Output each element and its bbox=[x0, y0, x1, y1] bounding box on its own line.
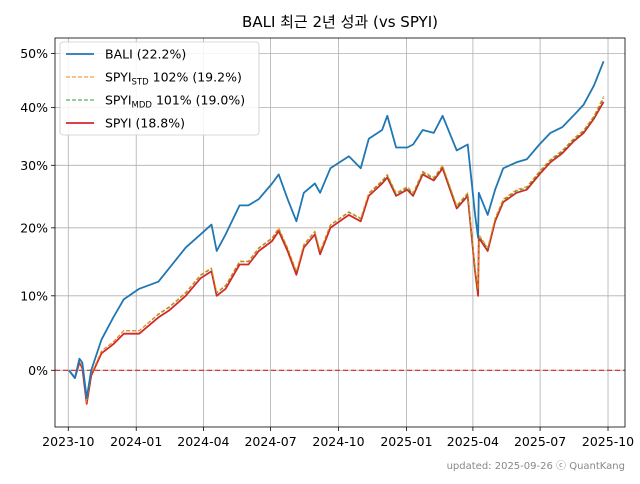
x-tick-label: 2025-10 bbox=[582, 434, 634, 449]
x-tick-label: 2024-07 bbox=[244, 434, 296, 449]
x-tick-label: 2023-10 bbox=[42, 434, 94, 449]
series-line-0 bbox=[68, 60, 605, 400]
legend-label-3: SPYI (18.8%) bbox=[105, 116, 185, 131]
chart-title: BALI 최근 2년 성과 (vs SPYI) bbox=[242, 13, 438, 31]
legend-label-2: SPYIMDD 101% (19.0%) bbox=[105, 93, 245, 111]
footer-note: updated: 2025-09-26 ⓒ QuantKang bbox=[447, 460, 625, 472]
x-axis: 2023-10 2024-01 2024-04 2024-07 2024-10 2025-… bbox=[42, 427, 634, 449]
legend-label-1: SPYISTD 102% (19.2%) bbox=[105, 70, 242, 88]
legend-label-0: BALI (22.2%) bbox=[105, 47, 186, 62]
x-tick-label: 2025-04 bbox=[447, 434, 499, 449]
series-line-1 bbox=[68, 96, 605, 403]
series-line-3 bbox=[68, 101, 605, 405]
series-lines bbox=[68, 60, 605, 405]
y-axis: 0% 10% 20% 30% 40% 50% bbox=[20, 46, 55, 378]
y-tick-label: 40% bbox=[20, 100, 48, 115]
x-tick-label: 2025-07 bbox=[514, 434, 566, 449]
y-tick-label: 0% bbox=[28, 363, 48, 378]
plot-frame bbox=[54, 37, 626, 428]
y-tick-label: 10% bbox=[20, 288, 48, 303]
y-tick-label: 50% bbox=[20, 46, 48, 61]
x-tick-label: 2024-10 bbox=[312, 434, 364, 449]
y-tick-label: 30% bbox=[20, 158, 48, 173]
x-tick-label: 2024-04 bbox=[177, 434, 229, 449]
x-tick-label: 2025-01 bbox=[380, 434, 432, 449]
legend-box bbox=[59, 41, 260, 136]
legend: BALI (22.2%) SPYISTD 102% (19.2%) SPYIMDD … bbox=[59, 41, 260, 136]
x-tick-label: 2024-01 bbox=[110, 434, 162, 449]
y-tick-label: 20% bbox=[20, 220, 48, 235]
